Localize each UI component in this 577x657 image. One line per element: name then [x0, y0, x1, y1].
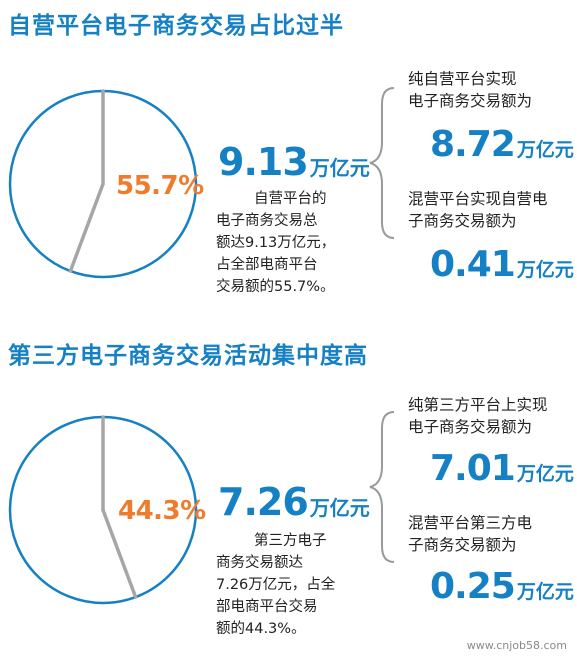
breakdown-label: 混营平台第三方电 子商务交易额为 — [408, 512, 532, 556]
breakdown-number: 7.01 — [430, 448, 516, 489]
breakdown-label: 纯第三方平台上实现 电子商务交易额为 — [408, 394, 548, 438]
pie-needle-end — [101, 508, 138, 599]
description-line: 7.26万亿元，占全 — [216, 577, 336, 593]
breakdown-unit: 万亿元 — [516, 259, 574, 281]
breakdown-label: 混营平台实现自营电 子商务交易额为 — [408, 188, 548, 232]
pie-percent-label: 44.3% — [118, 496, 206, 526]
description-line: 商务交易额达 — [216, 555, 303, 571]
breakdown-label-line: 混营平台实现自营电 — [408, 190, 548, 208]
description: 自营平台的 电子商务交易总 额达9.13万亿元， 占全部电商平台 交易额的55.… — [216, 188, 335, 298]
description-line: 第三方电子 — [254, 533, 327, 549]
breakdown-number: 0.41 — [430, 244, 516, 285]
pie-chart — [8, 411, 395, 605]
total-value: 7.26 万亿元 — [218, 480, 370, 524]
chart-panel-third-party: 第三方电子商务交易活动集中度高 44.3% 7.26 万亿元 第三方电子 商务交易… — [0, 330, 577, 657]
description-line: 部电商平台交易 — [216, 599, 318, 615]
breakdown-label: 纯自营平台实现 电子商务交易额为 — [408, 68, 532, 112]
breakdown-label-line: 电子商务交易额为 — [408, 92, 533, 110]
total-unit: 万亿元 — [309, 156, 370, 180]
breakdown-value: 7.01 万亿元 — [430, 448, 574, 489]
total-value: 9.13 万亿元 — [218, 140, 370, 184]
description-line: 额达9.13万亿元， — [216, 235, 336, 251]
total-number: 7.26 — [218, 480, 309, 524]
breakdown-number: 0.25 — [430, 566, 516, 607]
description-line: 交易额的55.7%。 — [216, 279, 335, 295]
total-number: 9.13 — [218, 140, 309, 184]
chart-title: 第三方电子商务交易活动集中度高 — [8, 343, 368, 369]
description-line: 占全部电商平台 — [216, 257, 318, 273]
breakdown-number: 8.72 — [430, 124, 516, 165]
description-line: 电子商务交易总 — [216, 213, 318, 229]
breakdown-value: 8.72 万亿元 — [430, 124, 574, 165]
breakdown-value: 0.41 万亿元 — [430, 244, 574, 285]
description-line: 自营平台的 — [254, 191, 327, 207]
breakdown-value: 0.25 万亿元 — [430, 566, 574, 607]
breakdown-label-line: 纯自营平台实现 — [408, 70, 517, 88]
breakdown-label-line: 纯第三方平台上实现 — [408, 396, 548, 414]
watermark: www.cnjob58.com — [462, 638, 571, 653]
chart-title: 自营平台电子商务交易占比过半 — [8, 13, 344, 39]
breakdown-unit: 万亿元 — [516, 463, 574, 485]
left-brace — [369, 87, 395, 239]
breakdown-label-line: 混营平台第三方电 — [408, 514, 533, 532]
pie-chart — [8, 87, 395, 279]
breakdown-label-line: 子商务交易额为 — [408, 536, 517, 554]
pie-needle-end — [68, 182, 105, 273]
breakdown-label-line: 电子商务交易额为 — [408, 418, 533, 436]
breakdown-label-line: 子商务交易额为 — [408, 212, 517, 230]
breakdown-unit: 万亿元 — [516, 139, 574, 161]
chart-panel-self-operated: 自营平台电子商务交易占比过半 55.7% 9.13 万亿元 自营平台的 电子商务交… — [8, 13, 574, 298]
breakdown-unit: 万亿元 — [516, 581, 574, 603]
pie-percent-label: 55.7% — [116, 171, 204, 201]
description: 第三方电子 商务交易额达 7.26万亿元，占全 部电商平台交易 额的44.3%。 — [216, 530, 335, 640]
total-unit: 万亿元 — [309, 496, 370, 520]
description-line: 额的44.3%。 — [216, 621, 306, 637]
left-brace — [369, 411, 395, 563]
